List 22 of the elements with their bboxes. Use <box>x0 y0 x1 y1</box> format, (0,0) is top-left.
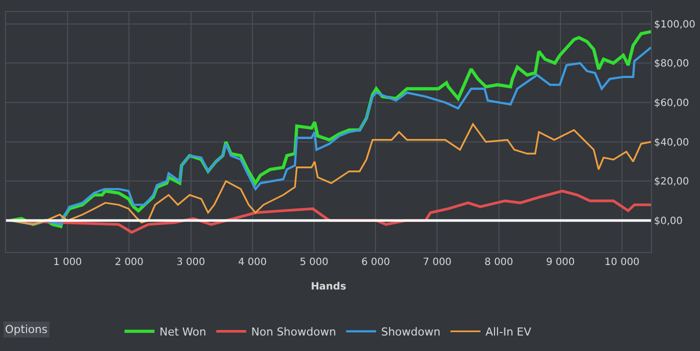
x-tick-label: 3 000 <box>176 257 206 268</box>
y-tick-label: $60,00 <box>654 98 689 109</box>
y-tick-label: $40,00 <box>654 137 689 148</box>
legend-label: Net Won <box>160 326 206 339</box>
x-tick-label: 5 000 <box>300 257 328 268</box>
legend-label: Showdown <box>381 326 440 339</box>
legend-label: All-In EV <box>485 326 532 339</box>
x-tick-label: 10 000 <box>604 257 640 268</box>
y-tick-label: $80,00 <box>654 58 689 70</box>
legend-label: Non Showdown <box>251 326 336 339</box>
x-tick-label: 2 000 <box>114 257 144 268</box>
x-tick-label: 1 000 <box>53 257 82 268</box>
x-tick-label: 9 000 <box>546 257 575 268</box>
x-tick-label: 4 000 <box>238 257 267 268</box>
x-tick-label: 8 000 <box>484 257 514 268</box>
y-tick-label: $20,00 <box>654 176 689 188</box>
x-axis-title: Hands <box>310 282 346 292</box>
y-tick-label: $100,00 <box>654 19 696 30</box>
text: Options <box>5 323 48 336</box>
x-tick-label: 7 000 <box>422 257 452 268</box>
x-tick-label: 6 000 <box>361 257 390 268</box>
y-tick-label: $0,00 <box>654 216 683 228</box>
